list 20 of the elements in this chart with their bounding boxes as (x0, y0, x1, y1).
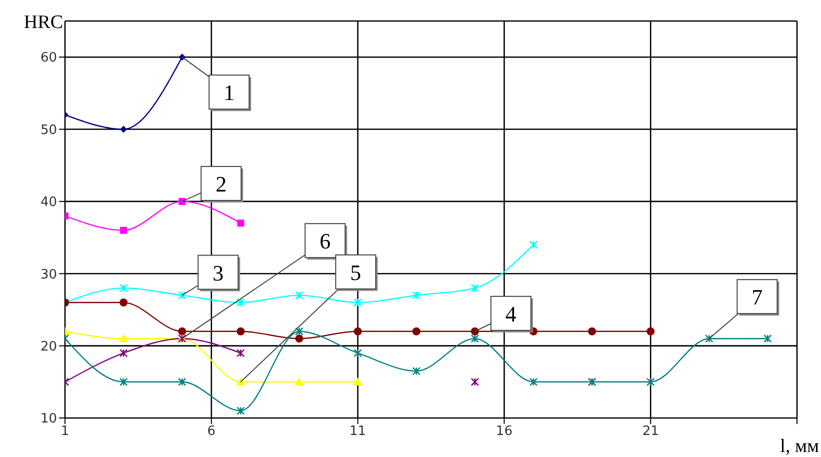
annotation: 3 (212, 260, 224, 286)
y-tick-label: 20 (40, 339, 57, 354)
y-tick-label: 40 (40, 195, 57, 210)
x-tick-label: 6 (207, 424, 216, 440)
annotation: 2 (216, 171, 227, 196)
annotation: 1 (224, 80, 235, 106)
x-tick-label: 11 (350, 424, 366, 440)
annotation: 4 (505, 301, 516, 326)
y-tick-label: 10 (40, 412, 57, 427)
y-tick-label: 30 (40, 267, 57, 282)
x-tick-label: 21 (642, 424, 659, 440)
annotation: 5 (350, 260, 362, 285)
x-axis-title: l, мм (780, 436, 819, 457)
x-tick-label: 16 (496, 424, 512, 440)
y-tick-label: 50 (40, 122, 57, 138)
annotation: 6 (320, 228, 331, 254)
y-axis-title: HRC (24, 12, 63, 33)
y-tick-label: 60 (40, 50, 57, 66)
annotation: 7 (752, 284, 763, 310)
x-tick-label: 1 (60, 424, 70, 440)
